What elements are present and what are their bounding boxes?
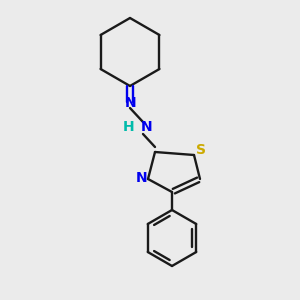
Text: N: N bbox=[125, 96, 137, 110]
Text: N: N bbox=[141, 120, 153, 134]
Text: N: N bbox=[136, 171, 148, 185]
Text: H: H bbox=[123, 120, 135, 134]
Text: S: S bbox=[196, 143, 206, 157]
